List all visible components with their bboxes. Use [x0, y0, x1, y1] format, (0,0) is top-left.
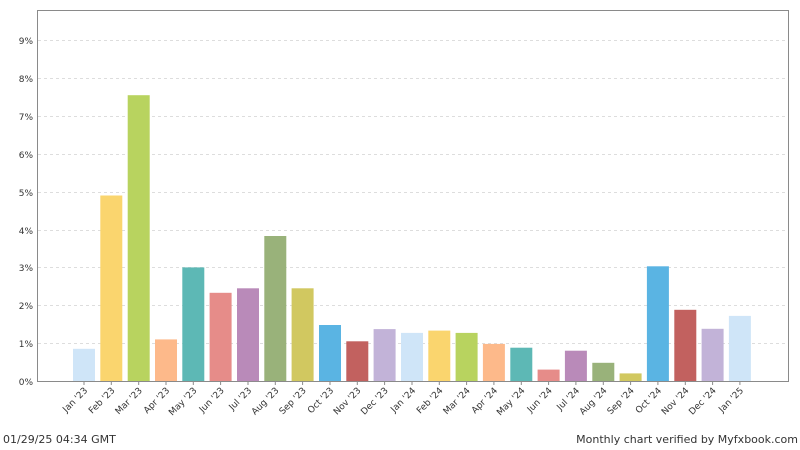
y-tick-label: 8%	[19, 75, 34, 85]
chart-timestamp: 01/29/25 04:34 GMT	[3, 433, 116, 446]
x-tick-label: Jun '24	[525, 386, 555, 416]
bar	[619, 373, 642, 381]
x-tick-label: Dec '24	[687, 386, 718, 417]
y-tick-label: 7%	[19, 113, 34, 123]
bar	[646, 266, 669, 381]
bar	[237, 288, 259, 382]
bar	[401, 332, 423, 381]
x-tick-label: Feb '23	[87, 386, 117, 416]
y-tick-label: 1%	[19, 340, 34, 350]
bar	[291, 288, 314, 382]
bar	[537, 369, 560, 381]
verified-notice: Monthly chart verified by Myfxbook.com	[576, 433, 798, 446]
bar	[346, 341, 369, 382]
x-tick-label: Mar '23	[114, 386, 145, 417]
bar	[455, 332, 478, 381]
x-tick-label: Nov '23	[332, 386, 363, 417]
bar	[592, 362, 615, 381]
bar	[100, 195, 123, 381]
y-tick-label: 0%	[19, 378, 34, 388]
x-tick-label: Nov '24	[660, 386, 692, 418]
bar	[674, 309, 697, 381]
bar	[127, 95, 150, 381]
bar	[319, 325, 341, 381]
x-tick-label: Feb '24	[415, 386, 445, 416]
x-tick-label: Jan '25	[717, 386, 746, 415]
x-tick-label: Sep '23	[278, 386, 309, 417]
bar	[728, 315, 751, 381]
y-tick-label: 5%	[19, 189, 34, 199]
x-tick-label: Oct '24	[634, 386, 664, 416]
x-tick-label: Jun '23	[197, 386, 227, 416]
bar	[73, 348, 95, 381]
x-tick-label: Jan '24	[389, 386, 419, 416]
x-tick-label: Aug '23	[250, 386, 281, 417]
bar	[564, 350, 587, 381]
x-tick-label: Mar '24	[442, 386, 473, 417]
x-tick-label: Oct '23	[306, 386, 336, 416]
x-tick-label: Dec '23	[359, 386, 390, 417]
x-tick-label: May '24	[495, 386, 527, 418]
x-tick-label: Aug '24	[578, 386, 610, 418]
bar	[209, 292, 232, 381]
y-tick-label: 2%	[19, 302, 34, 312]
bar	[482, 343, 505, 381]
bar	[373, 329, 396, 381]
x-tick-label: May '23	[167, 386, 199, 418]
y-tick-label: 3%	[19, 264, 34, 274]
y-tick-label: 4%	[19, 227, 34, 237]
bar	[182, 267, 205, 381]
bar	[428, 330, 451, 381]
bar	[701, 328, 724, 381]
y-tick-label: 9%	[19, 37, 34, 47]
x-tick-label: Jan '23	[61, 386, 90, 415]
bar	[264, 236, 287, 381]
bar	[155, 339, 177, 381]
bar	[510, 347, 533, 381]
x-tick-label: Sep '24	[606, 386, 637, 417]
y-tick-label: 6%	[19, 151, 34, 161]
